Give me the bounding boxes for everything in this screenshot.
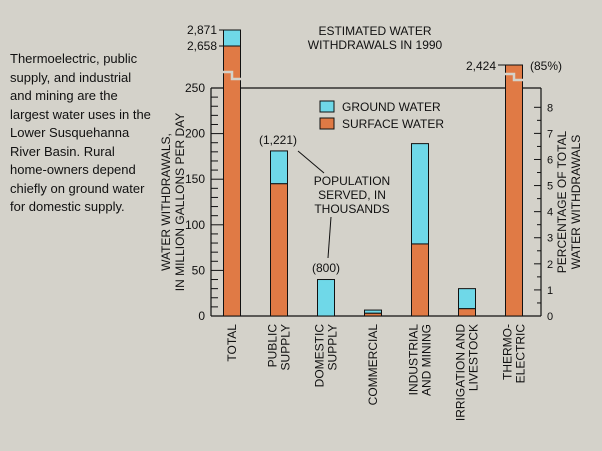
bar-surface-water	[364, 312, 382, 317]
x-tick-label: THERMO- ELECTRIC	[501, 324, 528, 384]
y-tick-label: 100	[185, 218, 205, 232]
y2-tick-label: 3	[547, 233, 553, 245]
annotations: 2,871 2,658 2,424 (85%) (1,221) (800) POPULATI…	[187, 23, 562, 275]
x-tick-label: IRRIGATION AND LIVESTOCK	[454, 324, 481, 421]
bar-surface-total	[223, 45, 241, 317]
x-tick-label-line: ELECTRIC	[514, 324, 528, 384]
legend-swatch-ground-water	[319, 100, 335, 113]
y2-tick-label: 4	[547, 207, 553, 219]
x-tick-label-line: PUBLIC	[266, 324, 280, 368]
y2-tick-label: 0	[547, 311, 553, 323]
x-tick-label-line: AND MINING	[420, 324, 434, 396]
x-tick-labels: TOTAL PUBLIC SUPPLY DOMESTIC SUPPLY COMMERCIA…	[225, 324, 528, 421]
caption-text: Thermoelectric, public supply, and indus…	[10, 51, 151, 214]
y-axis-label-line: IN MILLION GALLONS PER DAY	[173, 113, 187, 292]
bars	[222, 29, 524, 317]
y2-tick-label: 8	[547, 102, 553, 114]
bar-ground-water	[411, 143, 429, 245]
bar-ground-water	[458, 288, 476, 310]
x-tick-label: COMMERCIAL	[366, 324, 380, 406]
leader-line	[327, 216, 332, 259]
bar-ground-water	[270, 150, 288, 185]
y2-axis-label: PERCENTAGE OF TOTAL WATER WITHDRAWALS	[555, 130, 583, 273]
y2-tick-label: 6	[547, 154, 553, 166]
x-tick-label: DOMESTIC SUPPLY	[313, 324, 340, 388]
bar-ground-total	[223, 29, 241, 47]
legend-swatch-surface-water	[319, 117, 335, 130]
x-tick-label: PUBLIC SUPPLY	[266, 324, 293, 371]
y2-axis-label-line: WATER WITHDRAWALS	[569, 135, 583, 269]
bar-surface-thermoelectric	[505, 64, 523, 317]
thermoelectric-percent-label: (85%)	[530, 59, 562, 73]
bar-ground-water	[317, 279, 335, 317]
x-tick-label-line: LIVESTOCK	[467, 324, 481, 391]
x-tick-label-line: DOMESTIC	[313, 324, 327, 388]
y2-axis-label-line: PERCENTAGE OF TOTAL	[555, 130, 569, 273]
x-tick-label-line: THERMO-	[501, 324, 515, 380]
bar-surface-water	[411, 243, 429, 317]
y-tick-label: 0	[198, 309, 205, 323]
population-label-line: POPULATION	[314, 174, 390, 188]
total-label-surface: 2,658	[187, 39, 217, 53]
chart-title-line: ESTIMATED WATER	[318, 24, 431, 38]
axis-break-mark	[504, 72, 524, 82]
legend: GROUND WATER SURFACE WATER	[319, 100, 444, 131]
x-tick-label-line: IRRIGATION AND	[454, 324, 468, 421]
y-tick-label: 200	[185, 127, 205, 141]
bar-surface-water	[458, 308, 476, 317]
y2-tick-label: 2	[547, 259, 553, 271]
public-supply-population: (1,221)	[259, 133, 297, 147]
total-label-upper: 2,871	[187, 23, 217, 37]
legend-label-ground-water: GROUND WATER	[342, 100, 441, 114]
y2-tick-label: 7	[547, 128, 553, 140]
x-tick-label: INDUSTRIAL AND MINING	[407, 324, 434, 396]
x-tick-label-line: COMMERCIAL	[366, 324, 380, 406]
x-tick-label-line: SUPPLY	[326, 324, 340, 370]
population-label-line: SERVED, IN	[318, 188, 386, 202]
y2-tick-label: 5	[547, 181, 553, 193]
axes: 0 50 100 150 200 250 0 1 2 3 4 5 6 7 8 WATER WITHDRAWAL…	[159, 81, 583, 323]
y-tick-label: 150	[185, 172, 205, 186]
y-axis-label-line: WATER WITHDRAWALS,	[159, 133, 173, 271]
population-label-line: THOUSANDS	[314, 202, 389, 216]
chart-title-line: WITHDRAWALS IN 1990	[308, 38, 443, 52]
domestic-supply-population: (800)	[312, 261, 340, 275]
y2-tick-label: 1	[547, 285, 553, 297]
axis-break-mark	[222, 70, 242, 81]
leader-line	[297, 150, 325, 174]
x-tick-label-line: SUPPLY	[279, 324, 293, 370]
x-tick-label: TOTAL	[225, 324, 239, 362]
x-tick-label-line: TOTAL	[225, 324, 239, 362]
y-tick-label: 50	[192, 263, 206, 277]
bar-surface-water	[270, 183, 288, 317]
y-axis-label: WATER WITHDRAWALS, IN MILLION GALLONS PER…	[159, 113, 187, 292]
legend-label-surface-water: SURFACE WATER	[342, 117, 444, 131]
y-tick-label: 250	[185, 81, 205, 95]
x-tick-label-line: INDUSTRIAL	[407, 324, 421, 396]
thermoelectric-label: 2,424	[466, 59, 496, 73]
